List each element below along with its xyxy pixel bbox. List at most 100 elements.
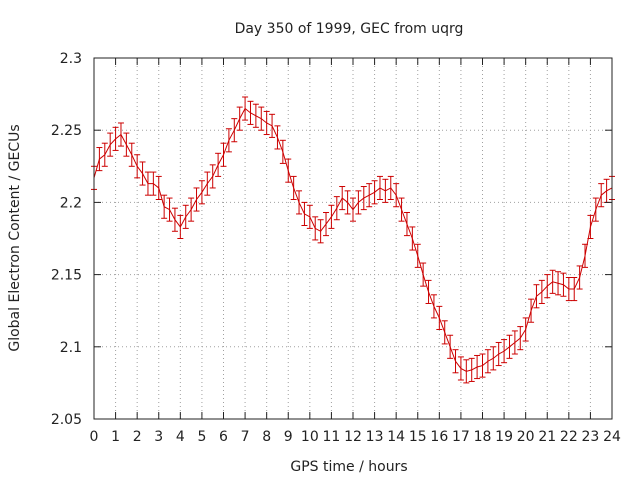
data-point <box>592 197 599 222</box>
data-point <box>182 204 189 229</box>
x-tick-label: 16 <box>430 429 448 445</box>
data-point <box>123 132 130 157</box>
data-point <box>134 154 141 179</box>
x-tick-label: 12 <box>344 429 362 445</box>
data-point <box>522 317 529 342</box>
data-point <box>339 186 346 211</box>
x-tick-label: 0 <box>90 429 99 445</box>
x-tick-label: 4 <box>176 429 185 445</box>
data-point <box>560 272 567 297</box>
series-line <box>93 107 613 372</box>
x-tick-label: 15 <box>409 429 427 445</box>
data-point <box>528 298 535 323</box>
data-point <box>144 171 151 196</box>
x-tick-label: 24 <box>603 429 621 445</box>
data-point <box>571 276 578 302</box>
y-axis-label: Global Electron Content / GECUs <box>7 124 23 351</box>
data-point <box>555 271 562 296</box>
x-tick-label: 9 <box>284 429 293 445</box>
data-point <box>382 178 389 203</box>
data-point <box>274 125 281 150</box>
data-point <box>506 334 513 359</box>
x-tick-label: 6 <box>219 429 228 445</box>
data-point <box>425 279 432 304</box>
data-point <box>603 178 610 203</box>
y-tick-label: 2.25 <box>51 123 82 139</box>
x-tick-label: 11 <box>323 429 341 445</box>
data-point <box>393 183 400 208</box>
x-tick-label: 8 <box>262 429 271 445</box>
data-point <box>371 180 378 205</box>
x-tick-label: 22 <box>560 429 578 445</box>
data-point <box>312 216 319 241</box>
data-point <box>463 359 470 384</box>
data-point <box>598 183 605 208</box>
data-point <box>479 353 486 378</box>
x-tick-label: 3 <box>154 429 163 445</box>
data-point <box>511 330 518 355</box>
x-axis-label: GPS time / hours <box>290 459 407 475</box>
y-tick-label: 2.2 <box>60 195 82 211</box>
data-point <box>430 294 437 319</box>
data-point <box>360 186 367 211</box>
data-point <box>484 349 491 374</box>
data-point <box>355 190 362 215</box>
x-tick-label: 14 <box>387 429 405 445</box>
data-point <box>150 171 157 196</box>
data-point <box>258 106 265 131</box>
data-point <box>204 171 211 196</box>
data-point <box>263 110 270 136</box>
data-point <box>117 122 124 147</box>
data-point <box>317 219 324 244</box>
data-point <box>538 279 545 304</box>
y-tick-label: 2.15 <box>51 268 82 284</box>
data-point <box>198 180 205 205</box>
data-point <box>96 147 103 172</box>
y-tick-label: 2.3 <box>60 51 82 67</box>
data-point <box>279 139 286 164</box>
x-tick-label: 7 <box>241 429 250 445</box>
data-point <box>188 197 195 222</box>
data-point <box>366 183 373 208</box>
data-point <box>441 320 448 345</box>
data-point <box>544 274 551 299</box>
x-tick-label: 17 <box>452 429 470 445</box>
data-point <box>247 100 254 125</box>
data-point <box>155 175 162 201</box>
data-point <box>409 226 416 251</box>
data-point <box>517 326 524 351</box>
data-point <box>398 197 405 222</box>
data-point <box>576 265 583 290</box>
x-tick-label: 1 <box>111 429 120 445</box>
data-point <box>242 96 249 121</box>
data-point <box>490 346 497 371</box>
data-point <box>177 214 184 239</box>
chart-title: Day 350 of 1999, GEC from uqrg <box>235 21 464 37</box>
gec-series <box>91 96 615 384</box>
data-point <box>457 356 464 381</box>
x-tick-label: 10 <box>301 429 319 445</box>
data-point <box>112 126 119 151</box>
data-point <box>501 339 508 364</box>
data-point <box>452 349 459 374</box>
x-tick-label: 20 <box>517 429 535 445</box>
data-point <box>301 201 308 227</box>
data-point <box>333 196 340 221</box>
data-point <box>296 190 303 215</box>
data-point <box>193 187 200 212</box>
data-point <box>376 175 383 201</box>
x-tick-label: 18 <box>474 429 492 445</box>
data-point <box>420 262 427 287</box>
data-point <box>252 103 259 128</box>
data-point <box>139 161 146 186</box>
data-point <box>549 269 556 294</box>
data-point <box>306 204 313 229</box>
data-point <box>323 212 330 237</box>
x-tick-label: 21 <box>538 429 556 445</box>
y-tick-label: 2.1 <box>60 340 82 356</box>
x-tick-label: 5 <box>197 429 206 445</box>
data-point <box>171 207 178 232</box>
data-point <box>447 334 454 359</box>
grid-lines <box>94 58 612 419</box>
data-point <box>350 197 356 222</box>
